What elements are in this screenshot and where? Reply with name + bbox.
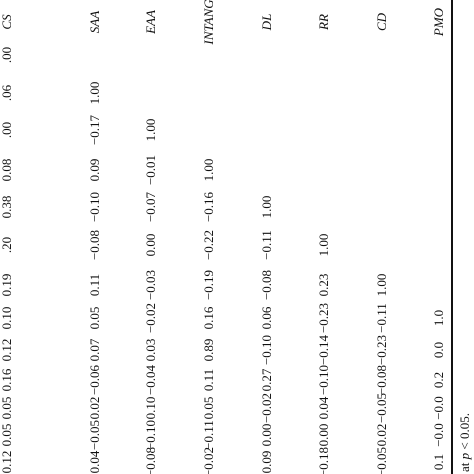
cell: 0.12 bbox=[0, 339, 14, 362]
cell: 0.89 bbox=[201, 339, 216, 362]
cell: −0.02 bbox=[259, 393, 274, 423]
cell: 0.1 bbox=[431, 454, 446, 470]
cell: 0.27 bbox=[259, 368, 274, 391]
cell: 0.04 bbox=[87, 450, 102, 473]
cell: −0.01 bbox=[143, 155, 158, 185]
cell: .00 bbox=[0, 47, 14, 63]
cell: −0.04 bbox=[143, 364, 158, 395]
cell: 0.2 bbox=[431, 372, 446, 388]
cell: −0.08 bbox=[259, 270, 274, 300]
cell: 0.03 bbox=[143, 339, 158, 362]
cell: −0.03 bbox=[143, 270, 158, 300]
cell: 0.11 bbox=[87, 274, 102, 296]
cell: 0.10 bbox=[0, 307, 14, 330]
cell: 0.0 bbox=[431, 342, 446, 358]
footnote-variable: p bbox=[457, 452, 472, 460]
cell: 1.00 bbox=[87, 82, 102, 105]
column-header: PMO bbox=[431, 7, 446, 37]
cell: −0.06 bbox=[87, 364, 102, 395]
cell: −0.22 bbox=[201, 230, 216, 260]
column-header: EAA bbox=[143, 10, 158, 35]
footnote-rest: < 0.05. bbox=[457, 413, 472, 450]
cell: 0.11 bbox=[201, 369, 216, 391]
cell: 0.09 bbox=[87, 159, 102, 182]
cell: 0.05 bbox=[201, 397, 216, 420]
cell: 0.05 bbox=[87, 307, 102, 330]
cell: 0.02 bbox=[87, 397, 102, 420]
cell: −0.11 bbox=[374, 303, 389, 333]
column-header: RR bbox=[316, 14, 331, 31]
cell: 0.16 bbox=[0, 368, 14, 391]
cell: −0.10 bbox=[87, 192, 102, 222]
cell: .20 bbox=[0, 237, 14, 253]
cell: 1.00 bbox=[143, 119, 158, 142]
cell: 0.09 bbox=[259, 451, 274, 474]
cell: 0.04 bbox=[316, 396, 331, 419]
cell: 1.0 bbox=[431, 310, 446, 326]
cell: −0.17 bbox=[87, 114, 102, 145]
cell: 0.23 bbox=[316, 274, 331, 297]
cell: 0.00 bbox=[143, 234, 158, 257]
cell: −0.0 bbox=[431, 423, 446, 447]
cell: −0.0 bbox=[431, 396, 446, 420]
cell: .00 bbox=[0, 122, 14, 138]
cell: −0.10 bbox=[259, 335, 274, 365]
cell: 0.10 bbox=[143, 397, 158, 420]
cell: 1.00 bbox=[259, 196, 274, 219]
cell: −0.05 bbox=[374, 393, 389, 423]
cell: 0.19 bbox=[0, 274, 14, 297]
cell: 0.06 bbox=[259, 306, 274, 329]
cell: 0.05 bbox=[0, 424, 14, 447]
cell: −0.11 bbox=[259, 230, 274, 260]
cell: −0.08 bbox=[87, 230, 102, 260]
column-header: CD bbox=[374, 12, 389, 31]
cell: −0.14 bbox=[316, 334, 331, 365]
cell: −0.23 bbox=[374, 335, 389, 365]
cell: .06 bbox=[0, 84, 14, 101]
cell: −0.08 bbox=[374, 365, 389, 395]
cell: −0.05 bbox=[374, 447, 389, 474]
footnote-prefix: at bbox=[457, 462, 472, 472]
column-header: INTANG bbox=[201, 0, 216, 46]
column-header: DL bbox=[259, 14, 274, 32]
cell: −0.16 bbox=[201, 191, 216, 222]
cell: −0.10 bbox=[316, 365, 331, 395]
cell: 0.00 bbox=[259, 424, 274, 447]
cell: −0.02 bbox=[143, 303, 158, 333]
footnote: at p < 0.05. bbox=[457, 413, 472, 472]
cell: 0.16 bbox=[201, 306, 216, 329]
column-header: SAA bbox=[87, 11, 102, 33]
cell: −0.10 bbox=[143, 420, 158, 450]
cell: −0.19 bbox=[201, 270, 216, 300]
cell: −0.05 bbox=[87, 420, 102, 450]
cell: −0.18 bbox=[316, 447, 331, 474]
cell: 0.07 bbox=[87, 338, 102, 361]
cell: 1.00 bbox=[201, 159, 216, 182]
cell: 0.05 bbox=[0, 397, 14, 420]
cell: 0.02 bbox=[374, 424, 389, 447]
cell: −0.07 bbox=[143, 191, 158, 222]
cell: −0.11 bbox=[201, 420, 216, 450]
cell: −0.02 bbox=[201, 447, 216, 474]
cell: 0.38 bbox=[0, 196, 14, 219]
column-header: CS bbox=[0, 14, 14, 30]
cell: 0.12 bbox=[0, 451, 14, 474]
cell: −0.08 bbox=[143, 447, 158, 474]
cell: 1.00 bbox=[374, 274, 389, 297]
cell: 1.00 bbox=[316, 234, 331, 257]
cell: 0.08 bbox=[0, 159, 14, 182]
cell: 0.00 bbox=[316, 424, 331, 447]
cell: −0.23 bbox=[316, 303, 331, 333]
